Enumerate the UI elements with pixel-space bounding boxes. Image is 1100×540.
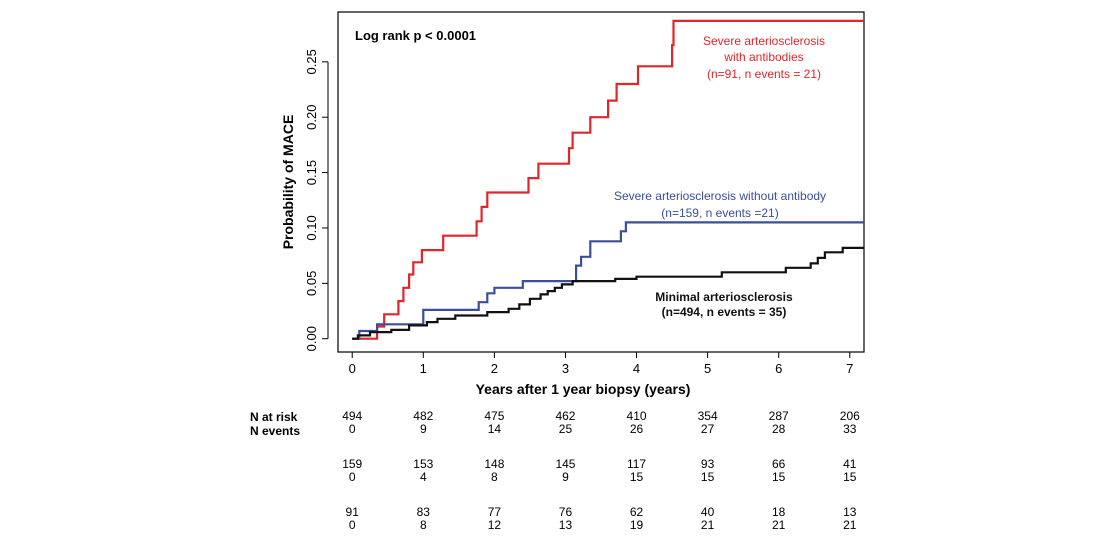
series-label-line: Minimal arteriosclerosis (655, 290, 793, 304)
risk-events-cell: 27 (700, 422, 715, 436)
y-tick-label: 0.15 (304, 160, 319, 185)
risk-events-cell: 0 (348, 470, 356, 484)
risk-at-risk-cell: 77 (487, 505, 502, 519)
risk-at-risk-cell: 475 (484, 409, 505, 423)
risk-at-risk-cell: 482 (413, 409, 434, 423)
risk-events-cell: 9 (419, 422, 427, 436)
risk-at-risk-cell: 66 (772, 457, 786, 471)
series-with-antibodies (352, 19, 864, 340)
series-labels: Severe arteriosclerosis with antibodies (n… (614, 34, 826, 319)
series-label-line: with antibodies (723, 50, 803, 64)
series-label-line: (n=494, n events = 35) (662, 305, 787, 319)
series-label-line: Severe arteriosclerosis (703, 34, 825, 48)
risk-events-cell: 25 (558, 422, 573, 436)
risk-at-risk-cell: 41 (843, 457, 857, 471)
series-label-line: (n=91, n events = 21) (707, 67, 821, 81)
series-layer (352, 19, 864, 340)
risk-events-cell: 13 (558, 518, 573, 532)
x-axis-title: Years after 1 year biopsy (years) (476, 381, 691, 397)
risk-events-cell: 21 (700, 518, 715, 532)
y-tick-label: 0.20 (304, 105, 319, 130)
series-label-line: Severe arteriosclerosis without antibody (614, 189, 826, 203)
risk-at-risk-cell: 83 (416, 505, 430, 519)
x-tick-label: 6 (775, 361, 782, 376)
risk-events-cell: 26 (629, 422, 644, 436)
risk-at-risk-cell: 62 (629, 505, 644, 519)
risk-at-risk-cell: 410 (626, 409, 647, 423)
x-tick-label: 5 (704, 361, 711, 376)
x-tick-label: 1 (420, 361, 427, 376)
risk-events-cell: 21 (843, 518, 857, 532)
risk-at-risk-cell: 76 (558, 505, 573, 519)
log-rank-annotation: Log rank p < 0.0001 (355, 28, 476, 43)
risk-events-cell: 15 (629, 470, 644, 484)
risk-at-risk-cell: 206 (839, 409, 860, 423)
risk-events-cell: 19 (629, 518, 644, 532)
series-minimal (352, 246, 864, 340)
x-tick-label: 3 (562, 361, 569, 376)
risk-events-cell: 28 (772, 422, 786, 436)
risk-label-at-risk: N at risk (250, 410, 298, 424)
risk-at-risk-cell: 159 (342, 457, 363, 471)
risk-at-risk-cell: 93 (700, 457, 715, 471)
x-axis: 0 1 2 3 4 5 6 7 (349, 351, 853, 376)
risk-at-risk-cell: 354 (697, 409, 718, 423)
risk-events-cell: 8 (491, 470, 498, 484)
x-tick-label: 4 (633, 361, 640, 376)
y-axis-title: Probability of MACE (280, 115, 296, 250)
risk-events-cell: 15 (843, 470, 857, 484)
risk-at-risk-cell: 117 (626, 457, 647, 471)
risk-events-cell: 21 (772, 518, 786, 532)
x-tick-label: 2 (491, 361, 498, 376)
y-axis: 0.00 0.05 0.10 0.15 0.20 0.25 (304, 49, 329, 351)
risk-events-cell: 33 (843, 422, 857, 436)
risk-events-cell: 0 (348, 518, 356, 532)
risk-at-risk-cell: 462 (555, 409, 576, 423)
risk-events-cell: 8 (419, 518, 427, 532)
risk-at-risk-cell: 13 (843, 505, 857, 519)
risk-events-cell: 0 (348, 422, 356, 436)
x-tick-label: 7 (846, 361, 853, 376)
risk-events-cell: 14 (487, 422, 502, 436)
risk-at-risk-cell: 153 (413, 457, 434, 471)
risk-at-risk-cell: 145 (555, 457, 576, 471)
y-tick-label: 0.10 (304, 215, 319, 240)
risk-events-cell: 15 (700, 470, 715, 484)
risk-at-risk-cell: 494 (342, 409, 363, 423)
risk-label-events: N events (250, 424, 301, 438)
risk-events-cell: 9 (562, 470, 569, 484)
y-tick-label: 0.00 (304, 326, 319, 351)
y-tick-label: 0.05 (304, 271, 319, 296)
series-label-line: (n=159, n events =21) (661, 206, 778, 220)
y-tick-label: 0.25 (304, 49, 319, 74)
risk-events-cell: 12 (487, 518, 502, 532)
risk-events-cell: 4 (419, 470, 427, 484)
x-tick-label: 0 (349, 361, 356, 376)
risk-at-risk-cell: 148 (484, 457, 505, 471)
risk-at-risk-cell: 287 (768, 409, 789, 423)
risk-events-cell: 15 (772, 470, 786, 484)
risk-at-risk-cell: 18 (772, 505, 786, 519)
series-without-antibody (352, 221, 864, 340)
risk-at-risk-cell: 40 (700, 505, 715, 519)
risk-at-risk-cell: 91 (345, 505, 359, 519)
